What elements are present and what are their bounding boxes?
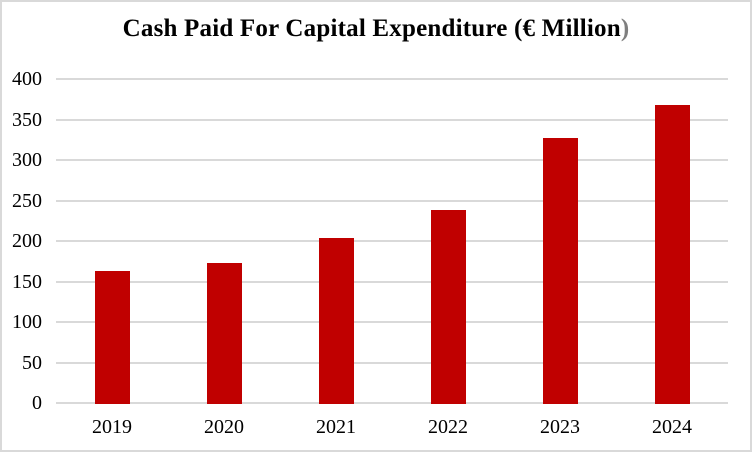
gridline (56, 78, 728, 80)
bar-2022 (430, 209, 466, 404)
y-tick-label: 0 (32, 392, 42, 414)
x-tick-label: 2019 (92, 416, 132, 438)
y-tick-label: 50 (22, 351, 42, 374)
gridline (56, 159, 728, 161)
y-tick-label: 200 (12, 230, 42, 252)
chart-title-text: Cash Paid For Capital Expenditure (€ Mil… (122, 15, 621, 42)
gridline (56, 280, 728, 283)
x-tick-label: 2023 (540, 416, 580, 438)
y-tick-label: 150 (12, 270, 42, 293)
bar-2021 (318, 237, 354, 404)
gridline (56, 240, 728, 242)
bar-2020 (206, 263, 242, 404)
x-tick-label: 2022 (428, 416, 468, 438)
chart-title-paren: ) (620, 15, 630, 42)
y-tick-label: 300 (12, 149, 42, 171)
gridline (56, 118, 728, 121)
x-tick-label: 2024 (652, 416, 692, 438)
gridline (56, 199, 728, 202)
x-tick-label: 2020 (204, 416, 244, 438)
y-tick-label: 250 (12, 189, 42, 212)
bar-2023 (542, 138, 578, 404)
y-tick-label: 100 (12, 311, 42, 333)
bar-2019 (94, 271, 130, 404)
y-tick-label: 400 (12, 68, 42, 90)
plot-area (56, 78, 728, 404)
y-tick-label: 350 (12, 108, 42, 131)
gridline (56, 321, 728, 323)
gridline (56, 402, 728, 404)
bar-2024 (654, 105, 690, 404)
x-tick-label: 2021 (316, 416, 356, 438)
gridline (56, 361, 728, 364)
chart-title: Cash Paid For Capital Expenditure (€ Mil… (2, 15, 750, 43)
